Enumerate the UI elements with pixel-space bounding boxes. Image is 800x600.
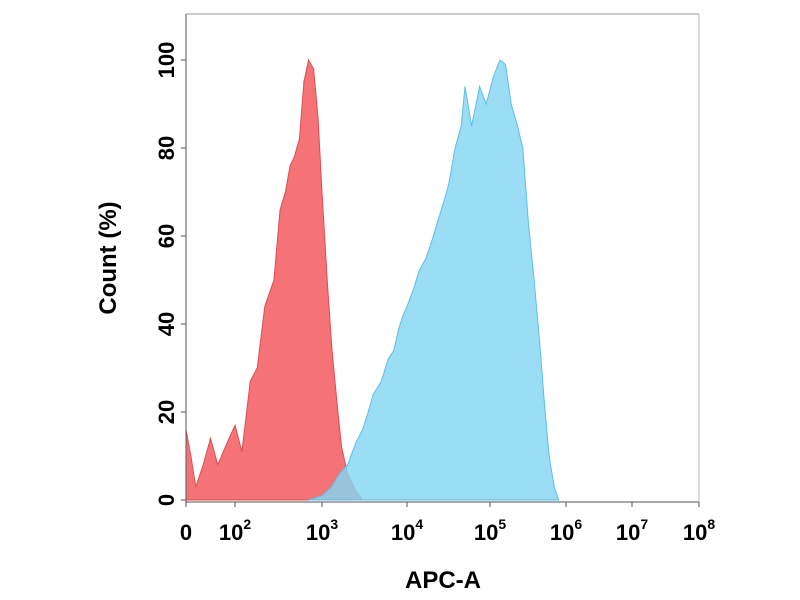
series-layer (185, 58, 560, 501)
x-tick-label: 103 (306, 516, 338, 545)
y-axis-title: Count (%) (95, 201, 122, 314)
x-tick-label: 105 (474, 516, 506, 545)
histogram-series-1 (185, 58, 364, 501)
axes-layer (185, 13, 700, 503)
x-tick-label: 106 (550, 516, 582, 545)
y-tick-label: 40 (154, 312, 179, 336)
x-tick-label: 102 (219, 516, 251, 545)
y-tick-label: 20 (154, 400, 179, 424)
x-axis-title: APC-A (405, 567, 481, 594)
y-tick-label: 80 (154, 136, 179, 160)
histogram-series-2 (308, 59, 560, 501)
x-tick-label: 107 (616, 516, 648, 545)
y-tick-label: 100 (154, 42, 179, 79)
ticks-layer: 0 20 40 60 80 100 0 102 103 104 105 106 107 108 (154, 42, 715, 545)
y-tick-label: 60 (154, 224, 179, 248)
x-tick-label: 108 (683, 516, 715, 545)
x-tick-label: 104 (391, 516, 423, 545)
y-tick-label: 0 (154, 494, 179, 506)
x-tick-label: 0 (180, 520, 192, 545)
